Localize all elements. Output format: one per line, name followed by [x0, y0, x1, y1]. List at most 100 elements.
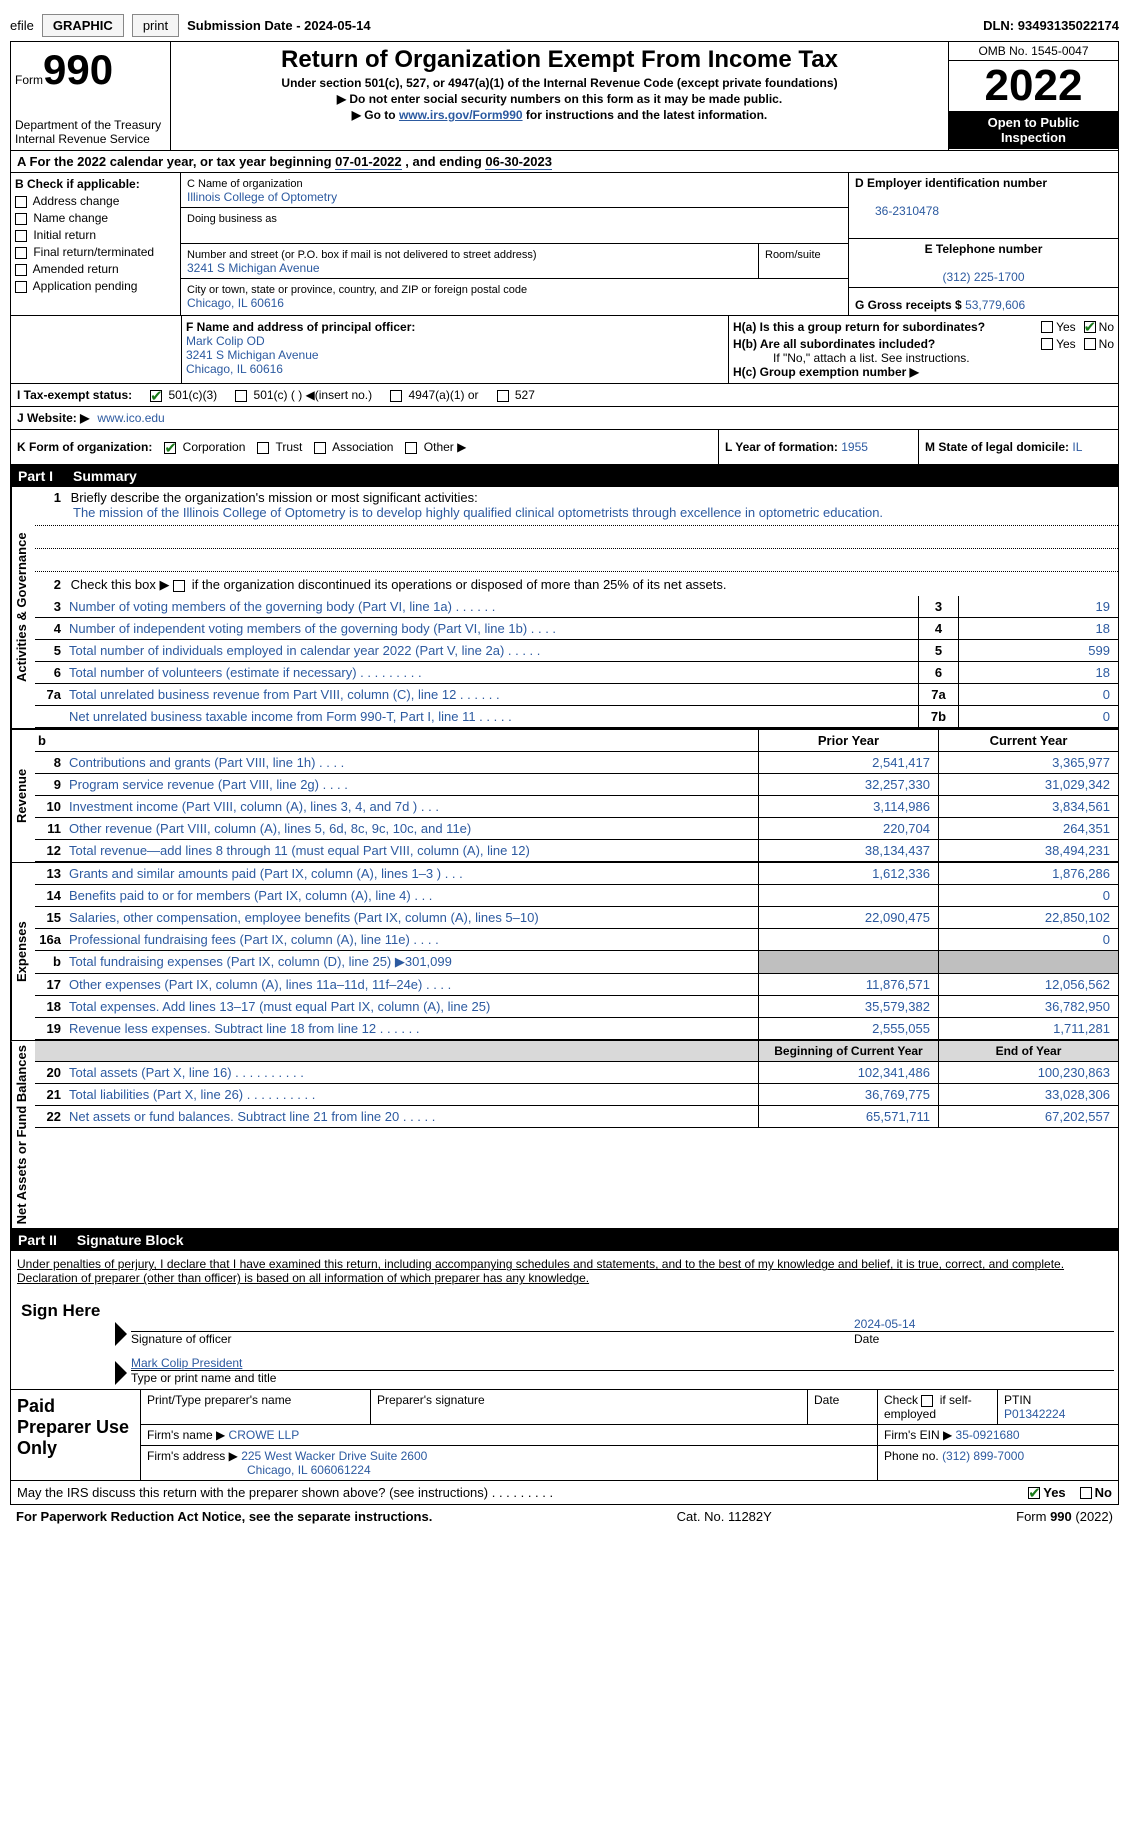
prep-name-head: Print/Type preparer's name: [141, 1390, 371, 1424]
ha-label: H(a) Is this a group return for subordin…: [733, 320, 1041, 334]
corp-checkbox[interactable]: [164, 442, 176, 454]
paid-label: Paid Preparer Use Only: [11, 1390, 141, 1480]
trust-checkbox[interactable]: [257, 442, 269, 454]
exp-line-5: 17Other expenses (Part IX, column (A), l…: [35, 974, 1118, 996]
prior-val: 22,090,475: [758, 907, 938, 928]
print-button[interactable]: print: [132, 14, 179, 37]
b-label: B Check if applicable:: [15, 177, 176, 191]
prior-val: 35,579,382: [758, 996, 938, 1017]
ha-yes-checkbox[interactable]: [1041, 321, 1053, 333]
opt-trust: Trust: [276, 440, 303, 454]
line-num: 18: [35, 996, 65, 1017]
room-cell: Room/suite: [758, 244, 848, 279]
line-text: Total unrelated business revenue from Pa…: [65, 684, 918, 705]
end-val: 33,028,306: [938, 1084, 1118, 1105]
gross-cell: G Gross receipts $ 53,779,606: [849, 288, 1118, 315]
b-checkbox-3[interactable]: [15, 247, 27, 259]
b-checkbox-2[interactable]: [15, 230, 27, 242]
open-line1: Open to Public: [988, 115, 1080, 130]
net-line-1: 21Total liabilities (Part X, line 26) . …: [35, 1084, 1118, 1106]
line-text: Other expenses (Part IX, column (A), lin…: [65, 974, 758, 995]
net-header: Beginning of Current Year End of Year: [35, 1041, 1118, 1062]
header-right: OMB No. 1545-0047 2022 Open to Public In…: [948, 42, 1118, 150]
ha-no-checkbox[interactable]: [1084, 321, 1096, 333]
opt-527: 527: [515, 388, 535, 402]
b-checkbox-5[interactable]: [15, 281, 27, 293]
section-m: M State of legal domicile: IL: [918, 430, 1118, 464]
discuss-no-checkbox[interactable]: [1080, 1487, 1092, 1499]
prior-val: 1,612,336: [758, 863, 938, 884]
exp-line-0: 13Grants and similar amounts paid (Part …: [35, 863, 1118, 885]
irs-link[interactable]: www.irs.gov/Form990: [399, 108, 523, 122]
current-val: [938, 951, 1118, 973]
org-name-cell: C Name of organization Illinois College …: [181, 173, 848, 208]
section-c: C Name of organization Illinois College …: [181, 173, 848, 315]
line-num: 16a: [35, 929, 65, 950]
begin-year-head: Beginning of Current Year: [758, 1041, 938, 1061]
pra-notice: For Paperwork Reduction Act Notice, see …: [16, 1509, 432, 1524]
line-text: Total assets (Part X, line 16) . . . . .…: [65, 1062, 758, 1083]
graphic-button[interactable]: GRAPHIC: [42, 14, 124, 37]
b-checkbox-4[interactable]: [15, 264, 27, 276]
signer-name-link[interactable]: Mark Colip President: [131, 1356, 242, 1370]
net-line-0: 20Total assets (Part X, line 16) . . . .…: [35, 1062, 1118, 1084]
line-num: 15: [35, 907, 65, 928]
dotted-1: [35, 525, 1118, 526]
net-line-2: 22Net assets or fund balances. Subtract …: [35, 1106, 1118, 1128]
line-num: 8: [35, 752, 65, 773]
hb-note: If "No," attach a list. See instructions…: [733, 351, 1114, 365]
line-text: Program service revenue (Part VIII, line…: [65, 774, 758, 795]
website-value: www.ico.edu: [97, 411, 164, 425]
firm-addr-cell: Firm's address ▶ 225 West Wacker Drive S…: [141, 1446, 878, 1480]
self-employed-checkbox[interactable]: [921, 1395, 933, 1407]
current-val: 1,876,286: [938, 863, 1118, 884]
prior-year-head: Prior Year: [758, 730, 938, 751]
line-val: 0: [958, 706, 1118, 727]
discontinued-checkbox[interactable]: [173, 580, 185, 592]
501c3-checkbox[interactable]: [150, 390, 162, 402]
officer-addr: 3241 S Michigan Avenue: [186, 348, 319, 362]
city-state-zip: Chicago, IL 60616: [187, 296, 284, 310]
end-val: 100,230,863: [938, 1062, 1118, 1083]
omb-number: OMB No. 1545-0047: [949, 42, 1118, 61]
prep-date-head: Date: [808, 1390, 878, 1424]
notice1: ▶ Do not enter social security numbers o…: [175, 92, 944, 106]
b-checkbox-0[interactable]: [15, 196, 27, 208]
opt-4947: 4947(a)(1) or: [408, 388, 478, 402]
4947-checkbox[interactable]: [390, 390, 402, 402]
501c-checkbox[interactable]: [235, 390, 247, 402]
arrow-icon-2: [115, 1361, 127, 1385]
prior-val: 3,114,986: [758, 796, 938, 817]
line-val: 18: [958, 618, 1118, 639]
side-net: Net Assets or Fund Balances: [11, 1041, 35, 1228]
section-d: D Employer identification number 36-2310…: [848, 173, 1118, 315]
527-checkbox[interactable]: [497, 390, 509, 402]
b-checkbox-1[interactable]: [15, 213, 27, 225]
ptin-value: P01342224: [1004, 1407, 1065, 1421]
rev-header: b Prior Year Current Year: [35, 730, 1118, 752]
hb-no-checkbox[interactable]: [1084, 338, 1096, 350]
discuss-text: May the IRS discuss this return with the…: [17, 1485, 553, 1500]
assoc-checkbox[interactable]: [314, 442, 326, 454]
opt-assoc: Association: [332, 440, 393, 454]
dln-label: DLN:: [983, 18, 1018, 33]
line-text: Total expenses. Add lines 13–17 (must eq…: [65, 996, 758, 1017]
phone-value: (312) 225-1700: [942, 270, 1024, 284]
hb-yes-checkbox[interactable]: [1041, 338, 1053, 350]
line-text: Number of independent voting members of …: [65, 618, 918, 639]
year-formation: 1955: [841, 440, 868, 454]
line-text: Total liabilities (Part X, line 26) . . …: [65, 1084, 758, 1105]
line-2: 2 Check this box ▶ if the organization d…: [35, 574, 1118, 596]
other-checkbox[interactable]: [405, 442, 417, 454]
b-item-2: Initial return: [15, 228, 176, 242]
line-box: 7a: [918, 684, 958, 705]
firm-addr: 225 West Wacker Drive Suite 2600: [241, 1449, 427, 1463]
discuss-no: No: [1095, 1485, 1112, 1500]
prior-val: 2,541,417: [758, 752, 938, 773]
revenue-section: Revenue b Prior Year Current Year 8Contr…: [10, 729, 1119, 863]
yes-label2: Yes: [1056, 337, 1076, 351]
room-label: Room/suite: [765, 249, 821, 261]
section-k: K Form of organization: Corporation Trus…: [11, 430, 718, 464]
line-val: 599: [958, 640, 1118, 661]
discuss-yes-checkbox[interactable]: [1028, 1487, 1040, 1499]
